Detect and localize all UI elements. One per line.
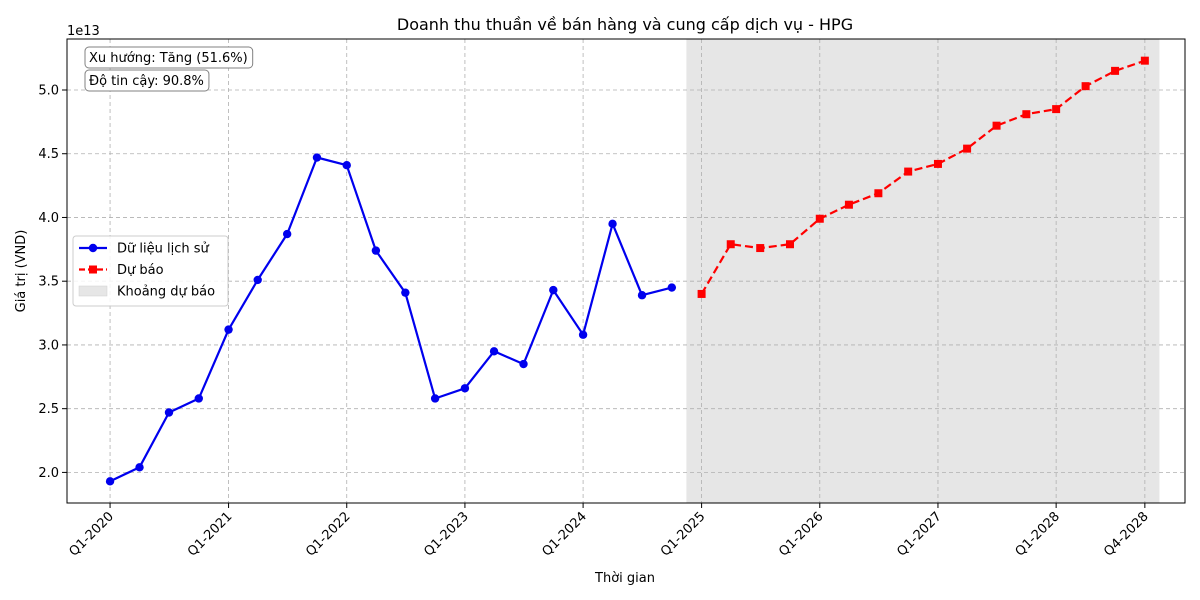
x-axis-label: Thời gian <box>594 571 655 586</box>
data-point <box>785 240 794 249</box>
annotation-text: Xu hướng: Tăng (51.6%) <box>89 51 248 66</box>
legend-frame <box>72 235 229 307</box>
data-point <box>667 283 677 292</box>
annotation-text: Độ tin cậy: 90.8% <box>89 74 204 89</box>
plot-frame <box>66 38 1186 504</box>
data-point <box>164 408 174 417</box>
data-point <box>371 246 381 255</box>
legend-entry: Dự báo <box>79 263 164 278</box>
legend: Dữ liệu lịch sử Dự báo Khoảng dự báo <box>72 235 229 307</box>
data-point <box>992 121 1001 130</box>
annotation-box: Độ tin cậy: 90.8% <box>84 69 210 92</box>
forecast-band-layer <box>686 39 1160 503</box>
data-point <box>460 384 470 393</box>
data-point <box>608 219 617 229</box>
y-tick-label: 4.0 <box>38 211 59 226</box>
series-forecast <box>697 56 1149 298</box>
series-layer <box>105 56 1149 486</box>
legend-entry: Khoảng dự báo <box>78 285 215 300</box>
annotation-frame <box>84 46 254 69</box>
data-point <box>519 359 528 369</box>
data-point <box>904 167 913 176</box>
data-point <box>489 347 499 356</box>
data-point <box>637 291 647 300</box>
data-point <box>933 159 942 168</box>
legend-entry: Dữ liệu lịch sử <box>79 242 209 257</box>
data-point <box>105 477 115 486</box>
data-point <box>342 160 351 170</box>
annotation-layer: Xu hướng: Tăng (51.6%) Độ tin cậy: 90.8% <box>84 46 254 92</box>
legend-label: Dữ liệu lịch sử <box>117 242 209 257</box>
annotation-frame <box>84 69 210 92</box>
data-point <box>282 229 292 239</box>
data-point <box>549 285 558 295</box>
data-point <box>844 200 853 209</box>
data-point <box>578 330 588 339</box>
data-point <box>726 240 735 249</box>
data-point <box>963 144 972 153</box>
annotation-box: Xu hướng: Tăng (51.6%) <box>84 46 254 69</box>
data-point <box>1081 82 1090 91</box>
series-line <box>109 156 673 483</box>
data-point <box>224 325 233 334</box>
y-tick-label: 3.5 <box>38 275 59 290</box>
legend-label: Khoảng dự báo <box>117 285 215 300</box>
y-tick-label: 2.0 <box>38 466 59 481</box>
data-point <box>135 463 144 472</box>
data-point <box>874 189 883 198</box>
legend-marker <box>88 243 98 253</box>
data-point <box>1140 56 1149 65</box>
legend-patch-swatch <box>78 285 108 297</box>
y-axis-label: Giá trị (VND) <box>14 230 29 313</box>
data-point <box>815 214 824 223</box>
chart-title: Doanh thu thuần về bán hàng và cung cấp … <box>397 15 853 34</box>
series-line <box>700 59 1146 295</box>
legend-marker <box>89 265 97 274</box>
data-point <box>194 394 203 403</box>
forecast-band <box>686 39 1160 503</box>
grid-layer <box>67 39 1185 503</box>
legend-label: Dự báo <box>117 263 164 278</box>
data-point <box>756 244 765 253</box>
series-historical <box>105 153 677 486</box>
data-point <box>697 289 706 298</box>
data-point <box>430 394 440 403</box>
y-tick-label: 4.5 <box>38 147 59 162</box>
y-tick-label: 5.0 <box>38 83 59 98</box>
data-point <box>253 275 262 285</box>
data-point <box>401 288 410 297</box>
data-point <box>1022 110 1031 119</box>
data-point <box>312 153 322 162</box>
data-point <box>1052 105 1061 114</box>
y-scale-label: 1e13 <box>67 24 100 39</box>
data-point <box>1111 66 1120 75</box>
y-tick-label: 3.0 <box>38 338 59 353</box>
y-tick-label: 2.5 <box>38 402 59 417</box>
